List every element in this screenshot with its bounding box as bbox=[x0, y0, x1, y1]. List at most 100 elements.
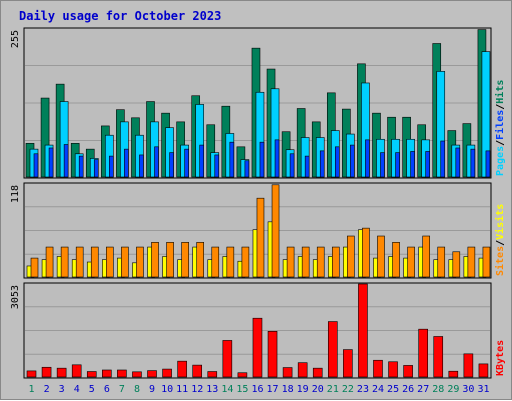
bar-kbytes bbox=[222, 340, 233, 378]
x-tick-label: 11 bbox=[176, 384, 188, 395]
bar-kbytes bbox=[358, 283, 368, 378]
bar-pages bbox=[289, 153, 295, 178]
bar-visits bbox=[60, 246, 69, 278]
bar-kbytes bbox=[252, 317, 263, 378]
bar-visits bbox=[30, 257, 39, 278]
legend-kbytes: KBytes bbox=[495, 340, 506, 376]
bar-pages bbox=[380, 152, 385, 178]
bar-kbytes bbox=[388, 361, 398, 378]
bar-kbytes bbox=[463, 353, 474, 378]
bar-kbytes bbox=[297, 362, 308, 378]
legend-files: Files bbox=[494, 110, 506, 140]
x-tick-label: 10 bbox=[161, 384, 173, 395]
x-tick-label: 9 bbox=[149, 384, 155, 395]
bar-visits bbox=[362, 227, 370, 278]
x-tick-label: 30 bbox=[462, 384, 474, 395]
bar-pages bbox=[304, 155, 310, 178]
bar-visits bbox=[377, 235, 385, 278]
bar-pages bbox=[410, 151, 415, 178]
bar-kbytes bbox=[147, 370, 157, 378]
legend-separator: / bbox=[495, 104, 506, 110]
bar-pages bbox=[184, 148, 189, 178]
bar-kbytes bbox=[418, 328, 428, 378]
x-tick-label: 29 bbox=[447, 384, 459, 395]
x-tick-label: 28 bbox=[432, 384, 444, 395]
bar-visits bbox=[45, 246, 54, 278]
bar-pages bbox=[93, 159, 99, 178]
legend-sites: Sites bbox=[494, 246, 506, 276]
bar-kbytes bbox=[207, 371, 218, 378]
x-tick-label: 3 bbox=[59, 384, 65, 395]
x-tick-label: 16 bbox=[251, 384, 263, 395]
bar-pages bbox=[214, 154, 220, 178]
x-tick-label: 22 bbox=[342, 384, 354, 395]
bar-kbytes bbox=[373, 359, 383, 378]
x-tick-label: 23 bbox=[357, 384, 369, 395]
bar-visits bbox=[166, 242, 174, 278]
legend-pages: Pages bbox=[495, 146, 506, 176]
bar-visits bbox=[241, 246, 250, 278]
x-tick-label: 21 bbox=[327, 384, 339, 395]
bar-kbytes bbox=[312, 367, 323, 378]
bar-kbytes bbox=[433, 336, 444, 378]
bar-pages bbox=[274, 139, 280, 178]
bar-pages bbox=[169, 152, 174, 178]
bar-pages bbox=[78, 155, 84, 178]
bar-kbytes bbox=[192, 364, 203, 378]
bar-visits bbox=[316, 246, 325, 278]
bar-visits bbox=[256, 197, 265, 278]
bar-kbytes bbox=[237, 372, 248, 378]
bar-pages bbox=[154, 146, 159, 178]
bar-pages bbox=[244, 160, 250, 178]
bar-visits bbox=[467, 246, 476, 278]
bar-visits bbox=[226, 246, 235, 278]
bar-visits bbox=[151, 242, 159, 278]
bar-pages bbox=[319, 150, 325, 178]
legend-separator: / bbox=[495, 140, 506, 146]
bar-kbytes bbox=[403, 365, 413, 378]
bar-kbytes bbox=[102, 369, 112, 378]
bar-visits bbox=[136, 246, 144, 278]
bar-kbytes bbox=[282, 367, 293, 378]
bar-pages bbox=[33, 153, 39, 178]
bar-visits bbox=[392, 242, 400, 278]
bar-visits bbox=[347, 235, 355, 278]
x-tick-label: 27 bbox=[417, 384, 429, 395]
chart-title: Daily usage for October 2023 bbox=[19, 9, 221, 23]
bar-visits bbox=[422, 235, 430, 278]
bar-kbytes bbox=[448, 370, 459, 378]
x-tick-label: 5 bbox=[89, 384, 95, 395]
bar-kbytes bbox=[478, 363, 489, 378]
bar-pages bbox=[229, 141, 235, 178]
x-tick-label: 12 bbox=[191, 384, 203, 395]
x-tick-label: 20 bbox=[312, 384, 324, 395]
x-tick-label: 15 bbox=[236, 384, 248, 395]
bar-kbytes bbox=[327, 321, 338, 378]
bar-pages bbox=[350, 144, 355, 178]
bar-pages bbox=[455, 147, 461, 178]
bar-visits bbox=[121, 246, 129, 278]
bar-pages bbox=[199, 144, 205, 178]
legend-separator: / bbox=[495, 240, 506, 246]
bar-visits bbox=[452, 251, 461, 278]
bar-pages bbox=[124, 148, 129, 178]
x-tick-label: 6 bbox=[104, 384, 110, 395]
bar-pages bbox=[139, 154, 144, 178]
bar-kbytes bbox=[132, 371, 142, 378]
bar-pages bbox=[334, 146, 340, 178]
x-tick-label: 8 bbox=[134, 384, 140, 395]
legend-hits: Hits bbox=[494, 80, 506, 104]
x-tick-label: 26 bbox=[402, 384, 414, 395]
x-tick-label: 2 bbox=[44, 384, 50, 395]
bar-visits bbox=[301, 246, 310, 278]
bar-pages bbox=[63, 144, 69, 178]
bar-pages bbox=[259, 141, 265, 178]
x-tick-label: 24 bbox=[372, 384, 384, 395]
bar-kbytes bbox=[71, 364, 82, 378]
bar-kbytes bbox=[86, 371, 97, 378]
bar-visits bbox=[407, 246, 415, 278]
x-tick-label: 17 bbox=[267, 384, 279, 395]
y-max-label: 118 bbox=[10, 185, 21, 203]
